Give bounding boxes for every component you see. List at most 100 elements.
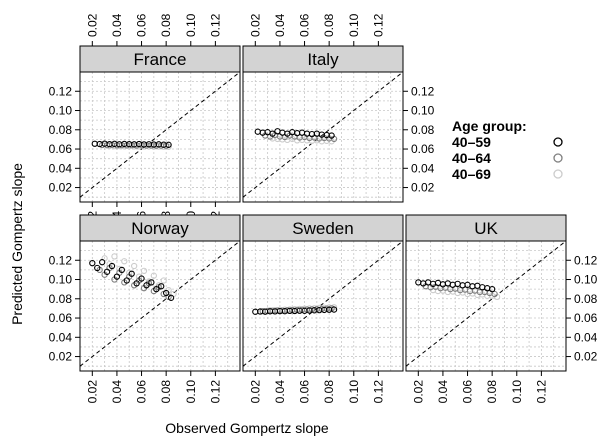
y-tick-label-right: 0.06 xyxy=(411,142,435,156)
point xyxy=(138,275,145,282)
point xyxy=(133,280,140,287)
x-tick-label: 0.10 xyxy=(510,380,524,404)
strip-label-norway: Norway xyxy=(131,219,189,238)
plot-area xyxy=(80,241,240,371)
y-tick-label-right: 0.02 xyxy=(574,350,598,364)
x-tick-label: 0.12 xyxy=(208,380,222,404)
y-tick-label-right: 0.10 xyxy=(574,273,598,287)
series-40-59 xyxy=(252,306,338,315)
x-tick-label: 0.08 xyxy=(485,380,499,404)
y-tick-label-right: 0.12 xyxy=(574,253,598,267)
point xyxy=(330,306,338,313)
x-tick-label-top: 0.10 xyxy=(184,13,198,37)
y-tick-label-right: 0.08 xyxy=(411,123,435,137)
legend-label-40-69: 40–69 xyxy=(452,166,491,182)
x-tick-label-top: 0.04 xyxy=(110,13,124,37)
x-tick-label-top: 0.02 xyxy=(85,13,99,37)
reference-line xyxy=(405,240,567,367)
point xyxy=(118,266,125,274)
x-tick-label: 0.02 xyxy=(411,380,425,404)
y-tick-label-right: 0.08 xyxy=(574,292,598,306)
y-tick-label: 0.02 xyxy=(49,181,73,195)
point xyxy=(108,262,116,270)
panel-italy: Italy 0.02 0.04 0.06 0.08 0.10 0.12 0.02 0.04 0.0… xyxy=(242,13,435,203)
y-tick-label: 0.06 xyxy=(49,311,73,325)
x-tick-label: 0.12 xyxy=(371,380,385,404)
x-tick-label-top: 0.08 xyxy=(322,13,336,37)
reference-line xyxy=(79,71,241,198)
point xyxy=(111,253,118,260)
strip-norway xyxy=(79,214,241,242)
point xyxy=(269,130,276,137)
panel-france: France 0.02 0.04 0.06 0.08 0.10 0.12 0.02 0.04 0.… xyxy=(49,13,241,234)
point xyxy=(99,259,106,266)
point xyxy=(163,289,170,297)
y-tick-label: 0.02 xyxy=(49,350,73,364)
x-tick-label-top: 0.12 xyxy=(208,13,222,37)
x-tick-label: 0.04 xyxy=(273,380,287,404)
plot-area xyxy=(80,72,240,202)
reference-line xyxy=(242,71,404,198)
point xyxy=(140,267,148,275)
panel-frame xyxy=(242,71,404,203)
x-tick-label: 0.04 xyxy=(436,380,450,404)
point xyxy=(148,279,155,286)
y-tick-label-right: 0.06 xyxy=(574,311,598,325)
x-tick-label: 0.08 xyxy=(322,380,336,404)
x-tick-label: 0.06 xyxy=(135,380,149,404)
y-tick-label-right: 0.10 xyxy=(411,104,435,118)
legend-label-40-64: 40–64 xyxy=(452,150,491,166)
point xyxy=(328,132,335,139)
point xyxy=(160,277,167,284)
point xyxy=(491,290,498,298)
strip-label-italy: Italy xyxy=(307,50,339,69)
legend-marker-40-64 xyxy=(553,153,563,163)
panel-frame xyxy=(405,240,567,372)
point xyxy=(94,264,101,272)
y-tick-label: 0.12 xyxy=(49,253,73,267)
x-tick-label: 0.06 xyxy=(461,380,475,404)
point xyxy=(150,272,157,279)
panel-norway: Norway 0.02 0.04 0.06 0.08 0.10 0.12 0.02 0.04 0.… xyxy=(49,214,241,404)
x-tick-label: 0.02 xyxy=(248,380,262,404)
x-tick-label-top: 0.04 xyxy=(273,13,287,37)
x-tick-label-top: 0.06 xyxy=(135,13,149,37)
x-tick-label: 0.02 xyxy=(85,380,99,404)
y-tick-label: 0.04 xyxy=(49,330,73,344)
x-tick-label: 0.06 xyxy=(298,380,312,404)
series-40-59 xyxy=(254,128,335,139)
point xyxy=(158,283,165,290)
legend-title: Age group: xyxy=(452,118,527,134)
legend-marker-40-69 xyxy=(553,169,563,179)
strip-france xyxy=(79,45,241,73)
point xyxy=(153,285,160,293)
x-tick-label: 0.08 xyxy=(159,380,173,404)
x-tick-label: 0.10 xyxy=(184,380,198,404)
point xyxy=(103,268,111,275)
x-tick-label: 0.04 xyxy=(110,380,124,404)
point xyxy=(131,262,138,270)
strip-label-sweden: Sweden xyxy=(292,219,353,238)
y-tick-label-right: 0.04 xyxy=(574,330,598,344)
strip-label-uk: UK xyxy=(474,219,498,238)
y-tick-label: 0.08 xyxy=(49,292,73,306)
x-tick-label: 0.10 xyxy=(347,380,361,404)
x-tick-label-top: 0.06 xyxy=(298,13,312,37)
strip-sweden xyxy=(242,214,404,242)
x-tick-label-top: 0.12 xyxy=(371,13,385,37)
x-tick-label-top: 0.10 xyxy=(347,13,361,37)
series-40-59 xyxy=(89,259,175,301)
point xyxy=(167,294,175,301)
plot-area xyxy=(243,241,403,371)
reference-line xyxy=(79,240,241,367)
point xyxy=(143,282,150,289)
point xyxy=(123,277,130,284)
y-tick-label: 0.06 xyxy=(49,142,73,156)
y-tick-label-right: 0.04 xyxy=(411,161,435,175)
x-tick-label-top: 0.08 xyxy=(159,13,173,37)
y-tick-label: 0.10 xyxy=(49,273,73,287)
plot-area xyxy=(406,241,566,371)
panel-uk: UK 0.02 0.04 0.06 0.08 0.10 0.12 0.02 0.04 0.06 0.… xyxy=(405,214,598,404)
